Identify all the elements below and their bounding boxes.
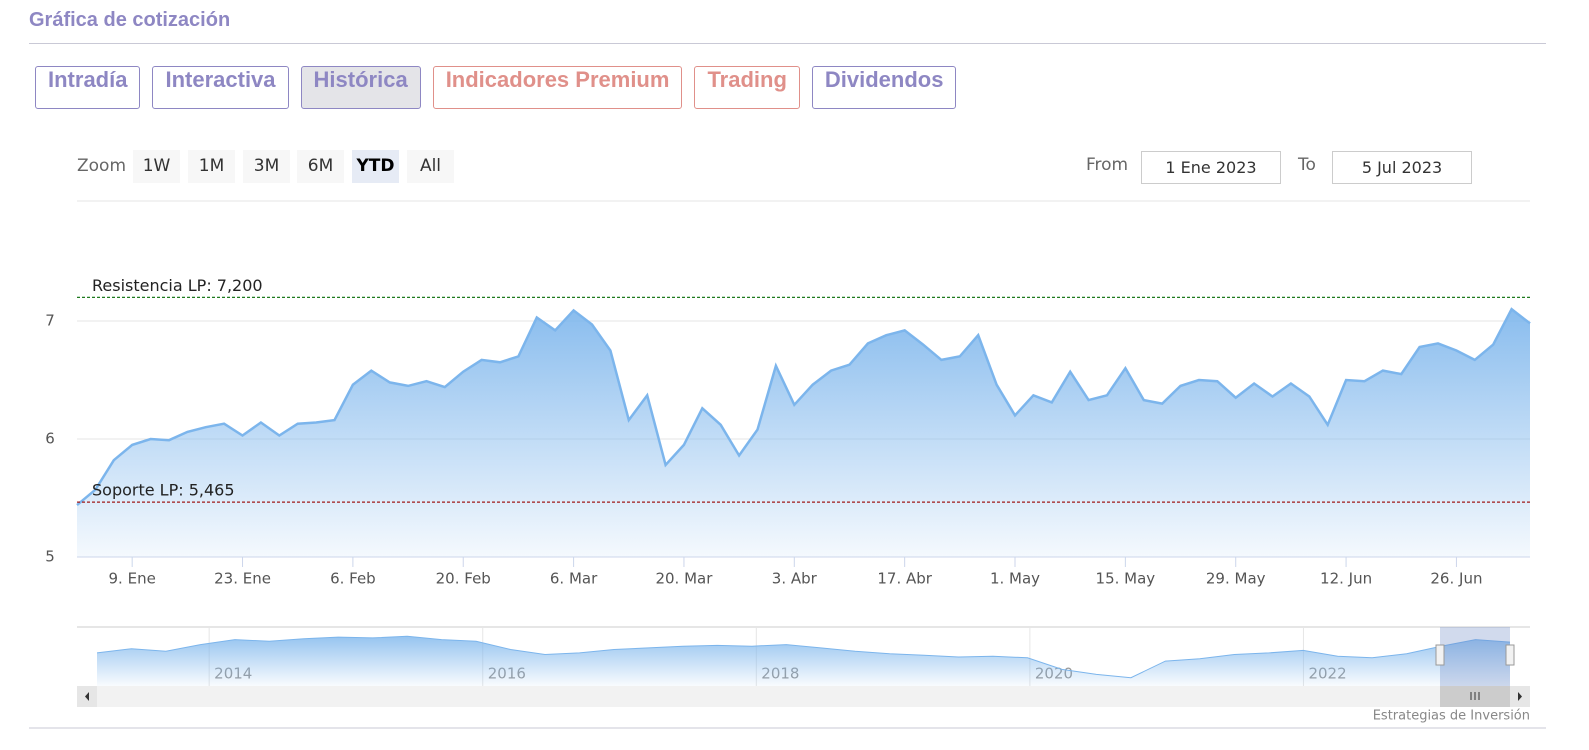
- section-title: Gráfica de cotización: [29, 9, 231, 31]
- credit: Estrategias de Inversión: [1373, 709, 1530, 724]
- x-tick-label: 20. Mar: [655, 570, 713, 588]
- x-tick-label: 23. Ene: [214, 570, 271, 588]
- zoom-button[interactable]: YTD: [352, 150, 399, 183]
- zoom-button[interactable]: All: [407, 150, 454, 183]
- area-fill: [77, 309, 1530, 557]
- zoom-button[interactable]: 1W: [133, 150, 180, 183]
- tab[interactable]: Dividendos: [811, 66, 957, 109]
- y-tick-label: 7: [45, 312, 55, 330]
- annotation-label: Soporte LP: 5,465: [92, 481, 235, 500]
- price-line: [76, 307, 1531, 507]
- x-tick-label: 3. Abr: [772, 570, 818, 588]
- x-tick-label: 6. Mar: [550, 570, 598, 588]
- navigator-handle[interactable]: [1505, 644, 1515, 666]
- tab[interactable]: Indicadores Premium: [432, 66, 683, 109]
- x-tick-label: 12. Jun: [1320, 570, 1372, 588]
- y-tick-label: 5: [45, 548, 55, 566]
- annotation-label: Resistencia LP: 7,200: [92, 276, 263, 295]
- tab[interactable]: Interactiva: [152, 66, 289, 109]
- x-tick-label: 15. May: [1096, 570, 1156, 588]
- zoom-label: Zoom: [77, 156, 127, 176]
- x-tick-label: 26. Jun: [1430, 570, 1482, 588]
- x-tick-label: 1. May: [990, 570, 1040, 588]
- from-input[interactable]: 1 Ene 2023: [1141, 151, 1281, 184]
- navigator-handle[interactable]: [1435, 644, 1445, 666]
- from-label: From: [1086, 155, 1129, 175]
- navigator-selection: [1440, 627, 1510, 686]
- scrollbar-arrow: [1518, 692, 1522, 701]
- tab[interactable]: Histórica: [300, 66, 421, 109]
- zoom-button[interactable]: 3M: [243, 150, 290, 183]
- x-tick-label: 20. Feb: [436, 570, 491, 588]
- x-tick-label: 6. Feb: [330, 570, 376, 588]
- title-rule: [29, 43, 1546, 44]
- x-tick-label: 17. Abr: [877, 570, 932, 588]
- tab-bar: Intradía Interactiva Histórica Indicador…: [35, 66, 957, 109]
- zoom-button[interactable]: 6M: [297, 150, 344, 183]
- tab[interactable]: Trading: [694, 66, 800, 109]
- x-tick-label: 29. May: [1206, 570, 1266, 588]
- scrollbar-track: [77, 686, 1530, 707]
- x-tick-label: 9. Ene: [109, 570, 156, 588]
- zoom-button[interactable]: 1M: [188, 150, 235, 183]
- y-tick-label: 6: [45, 430, 55, 448]
- navigator-area: [97, 636, 1510, 686]
- to-label: To: [1298, 155, 1316, 175]
- navigator-line: [96, 635, 1511, 679]
- to-input[interactable]: 5 Jul 2023: [1332, 151, 1472, 184]
- tab[interactable]: Intradía: [35, 66, 141, 109]
- scrollbar-arrow: [85, 692, 89, 701]
